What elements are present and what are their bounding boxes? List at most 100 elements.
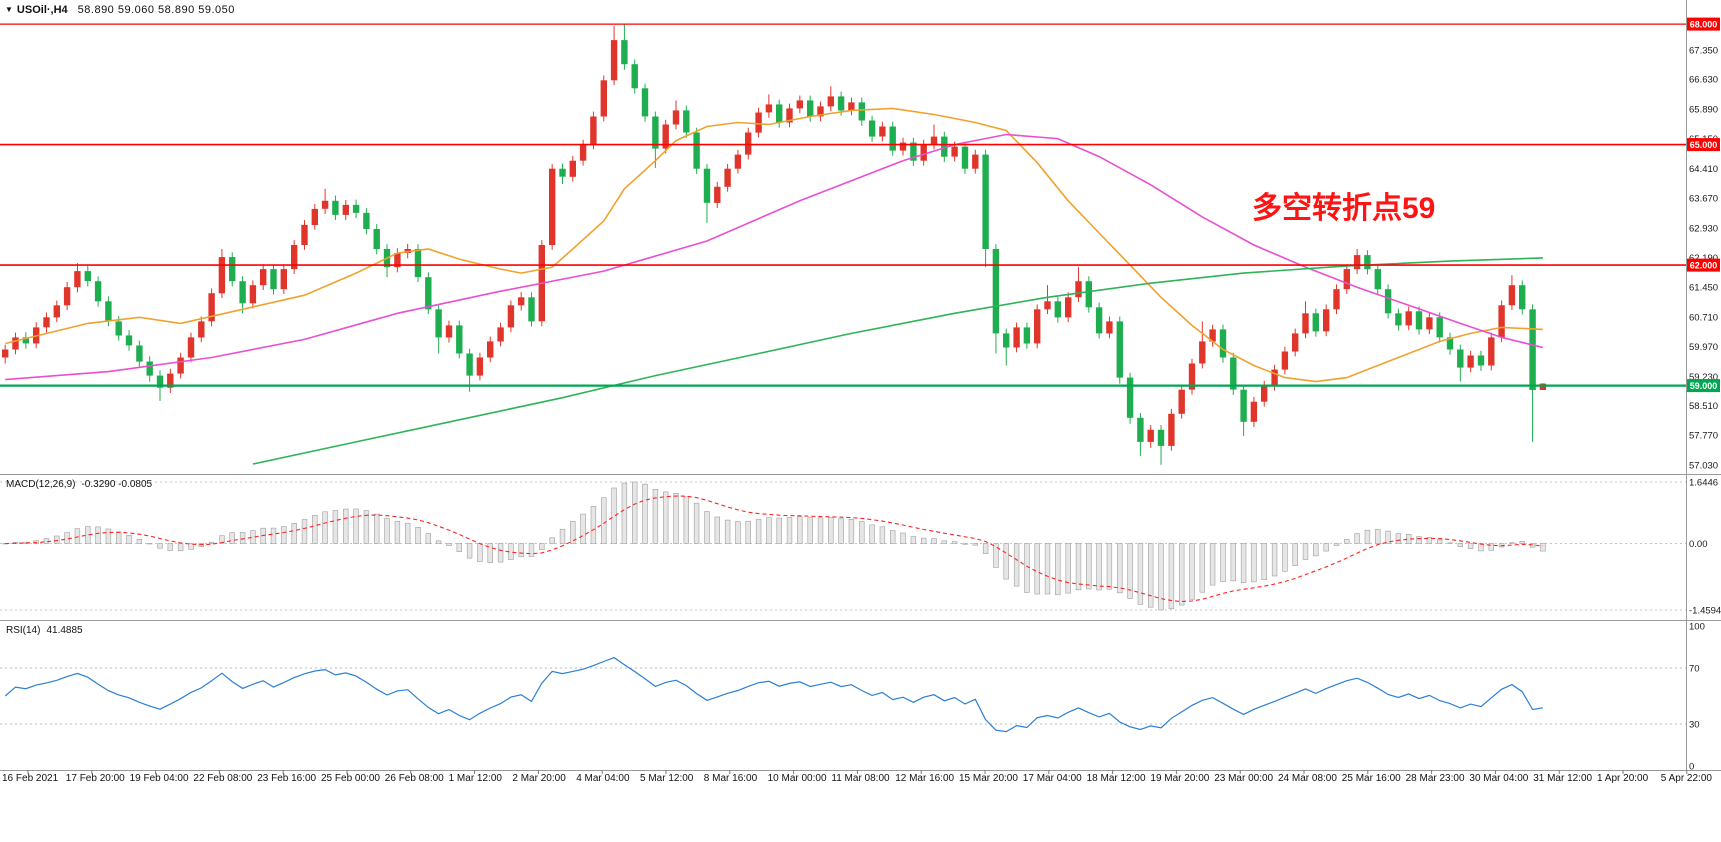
macd-histogram-bar — [1106, 543, 1113, 590]
time-axis: 16 Feb 2021 17 Feb 20:00 19 Feb 04:00 22 Fe… — [0, 773, 1721, 789]
macd-histogram-bar — [1137, 543, 1144, 605]
macd-histogram-bar — [724, 519, 731, 544]
macd-histogram-bar — [1375, 529, 1381, 544]
macd-histogram-bar — [951, 541, 958, 544]
price-axis-label: 63.670 — [1689, 194, 1718, 205]
time-label: 28 Mar 23:00 — [1405, 773, 1465, 784]
candle — [425, 277, 432, 310]
macd-histogram-bar — [1013, 543, 1020, 587]
candle — [1250, 401, 1258, 422]
candle — [1281, 351, 1289, 370]
price-axis-label: 59.230 — [1689, 372, 1718, 383]
candle — [260, 269, 267, 286]
macd-histogram-bar — [642, 483, 648, 544]
macd-histogram-bar — [1509, 542, 1515, 544]
price-axis-label: 57.770 — [1689, 431, 1718, 442]
macd-histogram-bar — [1344, 539, 1350, 544]
candle — [84, 271, 91, 282]
candle — [1034, 309, 1041, 344]
price-level-badge-label: 68.000 — [1690, 20, 1718, 30]
candle — [1436, 317, 1443, 338]
candle — [311, 208, 318, 225]
candle — [301, 224, 308, 245]
macd-histogram-bar — [755, 519, 762, 544]
macd-histogram-bar — [33, 540, 39, 544]
macd-histogram-bar — [910, 536, 917, 544]
macd-histogram-bar — [147, 543, 153, 545]
price-axis-label: 62.930 — [1689, 223, 1718, 234]
rsi-scale-label: 0 — [1689, 762, 1694, 773]
macd-histogram-bar — [1426, 537, 1433, 544]
candle — [229, 257, 236, 282]
candle — [291, 245, 298, 270]
macd-histogram-bar — [776, 517, 782, 544]
candle — [146, 361, 153, 376]
candle — [714, 186, 721, 203]
macd-histogram-bar — [1117, 543, 1123, 594]
candle — [518, 297, 525, 306]
price-level-badge-label: 62.000 — [1690, 261, 1718, 271]
time-label: 12 Mar 16:00 — [895, 773, 955, 784]
candle — [1126, 377, 1134, 418]
time-label: 2 Mar 20:00 — [512, 773, 566, 784]
macd-histogram-bar — [1230, 543, 1237, 582]
macd-histogram-bar — [683, 496, 690, 544]
price-axis-label: 60.710 — [1689, 312, 1718, 323]
time-label: 23 Feb 16:00 — [257, 773, 317, 784]
candle — [1178, 389, 1185, 414]
macd-histogram-bar — [126, 534, 132, 544]
ma-slow-green — [252, 257, 1543, 465]
macd-scale-label: -1.4594 — [1689, 606, 1721, 617]
rsi-value: 41.4885 — [46, 625, 83, 636]
macd-histogram-bar — [1179, 543, 1185, 606]
candle — [972, 154, 979, 169]
macd-histogram-bar — [1540, 543, 1546, 552]
macd-histogram-bar — [869, 524, 875, 544]
rsi-scale-label: 30 — [1689, 720, 1700, 731]
price-axis-label: 67.350 — [1689, 46, 1718, 57]
macd-histogram-bar — [208, 541, 215, 544]
time-label: 17 Feb 20:00 — [65, 773, 125, 784]
macd-histogram-bar — [828, 517, 834, 544]
candle — [1446, 337, 1454, 350]
macd-histogram-bar — [518, 543, 524, 558]
candle — [837, 96, 845, 111]
macd-histogram-bar — [95, 526, 101, 544]
time-label: 25 Mar 16:00 — [1341, 773, 1401, 784]
text-annotation[interactable]: 多空转折点59 — [1252, 192, 1436, 225]
candle — [1477, 355, 1485, 366]
macd-histogram-bar — [1209, 543, 1216, 586]
candle — [579, 144, 587, 161]
macd-histogram-bar — [962, 543, 968, 545]
rsi-indicator-label: RSI(14) 41.4885 — [6, 625, 83, 636]
candle — [105, 301, 112, 322]
macd-histogram-bar — [1065, 543, 1071, 594]
candle — [1137, 417, 1144, 442]
candle — [807, 100, 814, 117]
macd-histogram-bar — [1127, 543, 1133, 599]
macd-histogram-bar — [1034, 543, 1040, 595]
macd-histogram-bar — [332, 510, 339, 544]
candle — [703, 168, 711, 203]
macd-histogram-bar — [859, 521, 865, 544]
candle — [559, 168, 566, 177]
candle — [1261, 385, 1268, 402]
candle — [1095, 307, 1103, 334]
time-label: 23 Mar 00:00 — [1214, 773, 1274, 784]
candle — [466, 353, 473, 376]
candle — [755, 112, 762, 133]
macd-histogram-bar — [1333, 543, 1340, 546]
candle — [1065, 297, 1072, 318]
macd-histogram-bar — [322, 511, 328, 544]
candle — [858, 102, 865, 121]
macd-histogram-bar — [281, 526, 287, 544]
candle — [456, 325, 463, 354]
candle — [1271, 369, 1278, 386]
time-label: 31 Mar 12:00 — [1533, 773, 1593, 784]
time-label: 16 Feb 2021 — [2, 773, 59, 784]
macd-histogram-bar — [1086, 543, 1092, 590]
candle — [342, 204, 349, 215]
one-click-trading-toggle-icon[interactable]: ▼ — [5, 5, 13, 14]
candle — [1467, 355, 1474, 368]
